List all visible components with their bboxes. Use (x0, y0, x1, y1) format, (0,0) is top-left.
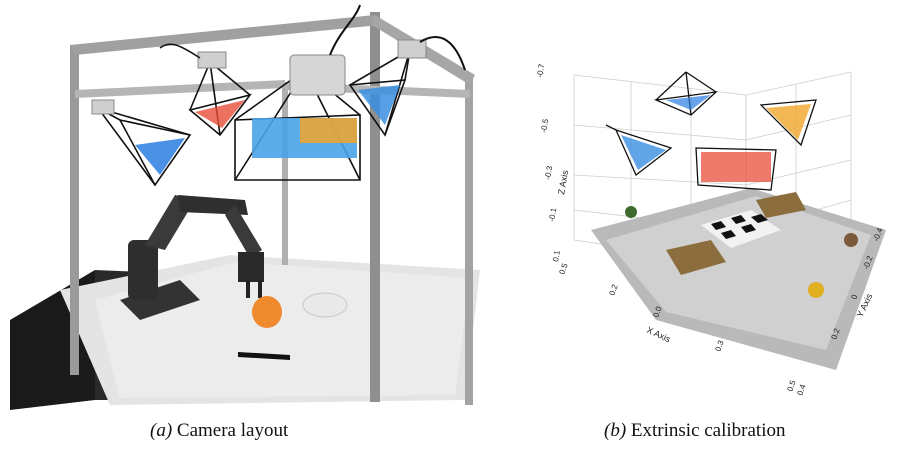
frame-beam-back (75, 80, 285, 98)
checkerboard (701, 210, 781, 248)
robot-base (120, 280, 200, 320)
z-axis-label: Z Axis (556, 169, 570, 195)
depth-patch-left (135, 138, 185, 175)
y-tick-label: 0.4 (795, 383, 807, 397)
z-tick-label: 0.1 (551, 249, 562, 262)
plot-depth-left (621, 135, 666, 170)
x-tick-label: 0.5 (557, 262, 569, 276)
camera-frustums (97, 49, 411, 187)
caption-b-text: Extrinsic calibration (630, 420, 786, 441)
camera-layout-photo (10, 4, 480, 410)
box-back (756, 192, 806, 218)
x-axis-label: X Axis (645, 325, 672, 345)
box-left (666, 240, 726, 275)
caption-b-tag: (b) (604, 420, 627, 441)
point-cloud-table (606, 196, 871, 350)
gripper-finger-left (246, 280, 250, 298)
frustum-left (118, 118, 192, 187)
black-strip (238, 352, 290, 360)
frame-post-back-left (282, 85, 288, 265)
y-tick-label: 0.2 (829, 327, 841, 341)
brown-object (844, 233, 858, 247)
robot-gripper (238, 252, 264, 282)
camera-right (397, 39, 427, 59)
frame-beam-top-left (70, 15, 380, 55)
plot-camera-frustums (605, 71, 817, 191)
x-tick-label: 0.5 (785, 379, 797, 393)
y-tick-label: 0 (849, 293, 859, 301)
robot-link-4 (225, 205, 262, 258)
z-tick-label: -0.5 (539, 118, 550, 134)
frustum-back-left (188, 93, 252, 137)
gripper-finger-right (258, 280, 262, 298)
frame-post-front-left (70, 45, 79, 375)
robot-workcell-photo-icon (10, 4, 480, 410)
yellow-object (808, 282, 824, 298)
plot-depth-center (701, 152, 771, 182)
depth-patch-right (358, 85, 400, 125)
x-tick-label: 0.0 (651, 305, 663, 319)
caption-b: (b) Extrinsic calibration (604, 420, 786, 442)
robot-link-1 (128, 240, 158, 300)
clear-bowl (302, 292, 348, 318)
frame-post-front-right (370, 12, 380, 402)
orange-fruit (252, 296, 282, 328)
z-tick-label: -0.1 (547, 207, 558, 223)
depth-patch-back-left (195, 100, 245, 128)
plot-depth-right (766, 104, 811, 140)
camera-back (197, 51, 227, 69)
frustum-right (348, 79, 407, 137)
extrinsic-calibration-plot: Z Axis X Axis Y Axis -0.7 -0.5 -0.3 -0.1… (506, 0, 904, 450)
camera-top (289, 54, 346, 96)
point-cloud-calibration-plot-icon: Z Axis X Axis Y Axis -0.7 -0.5 -0.3 -0.1… (535, 63, 886, 397)
caption-a: (a) Camera layout (150, 420, 288, 442)
z-tick-label: -0.7 (535, 63, 546, 79)
caption-a-text: Camera layout (176, 420, 289, 441)
caption-a-tag: (a) (150, 420, 173, 441)
green-object (625, 206, 637, 218)
depth-patch-center-warm (300, 118, 357, 143)
x-tick-label: 0.3 (713, 339, 725, 353)
x-tick-label: 0.2 (607, 283, 619, 297)
frame-post-back-right (465, 75, 473, 405)
plot-depth-top (666, 95, 711, 110)
z-tick-label: -0.3 (543, 165, 554, 181)
camera-left (91, 99, 115, 115)
